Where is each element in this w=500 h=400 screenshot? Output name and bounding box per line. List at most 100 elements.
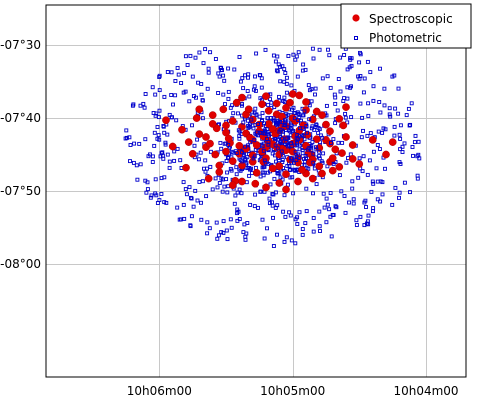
photometric-point [259,85,264,90]
photometric-point [220,189,225,194]
photometric-point [235,190,240,195]
photometric-point [234,172,239,177]
photometric-point [377,100,382,104]
photometric-point [358,74,363,78]
spectroscopic-point [215,168,224,176]
photometric-point [157,88,162,93]
photometric-point [226,96,231,101]
photometric-point [338,89,343,94]
spectroscopic-point [195,105,204,114]
photometric-point [181,180,186,185]
photometric-point [252,204,257,209]
photometric-point [251,126,256,131]
photometric-point [181,202,186,207]
photometric-point [269,100,274,105]
photometric-point [331,137,336,142]
photometric-point [375,143,380,147]
photometric-point [159,192,164,196]
photometric-point [349,63,354,68]
photometric-point [408,122,413,127]
photometric-point [408,190,412,195]
photometric-point [267,196,272,201]
photometric-point [283,214,288,219]
photometric-point [258,73,263,78]
spectroscopic-point [204,174,213,183]
photometric-point [333,101,338,106]
photometric-point [349,84,353,89]
photometric-point [369,189,374,194]
photometric-point [358,101,363,106]
y-tick-label: -08°00 [0,257,41,271]
photometric-point [307,145,312,150]
photometric-point [190,123,194,128]
photometric-point [311,56,316,61]
photometric-point [314,147,319,152]
photometric-point [187,99,192,104]
photometric-point [204,194,209,199]
photometric-point [153,92,158,97]
photometric-point [333,95,338,100]
spectroscopic-point [342,133,350,141]
photometric-point [172,158,177,163]
photometric-point [216,91,221,95]
photometric-point [128,143,133,147]
photometric-point [143,178,148,183]
photometric-point [311,191,315,196]
photometric-point [366,222,371,227]
spectroscopic-point [318,169,326,178]
photometric-point [203,47,208,52]
photometric-point [342,53,347,57]
photometric-point [265,116,270,121]
photometric-point [226,89,231,94]
photometric-point [326,47,330,52]
photometric-point [178,158,183,163]
photometric-point [293,57,298,62]
photometric-point [279,149,284,154]
photometric-point [416,139,421,144]
photometric-point [275,146,280,151]
y-axis-tick-labels: -07°30 -07°40 -07°50 -08°00 [0,38,41,271]
spectroscopic-point [308,115,317,124]
photometric-point [415,173,420,178]
photometric-point [357,156,362,161]
photometric-point [309,99,314,104]
photometric-point [135,177,140,182]
photometric-point [359,135,364,140]
photometric-point [252,84,257,89]
photometric-point [244,231,249,236]
photometric-point [382,103,387,108]
x-tick-label: 10h06m00 [127,384,192,398]
photometric-point [402,180,407,185]
photometric-point [246,72,251,77]
photometric-point [253,74,257,79]
photometric-point [210,187,215,192]
photometric-point [400,144,405,149]
photometric-point [295,143,300,148]
photometric-point [390,202,395,207]
photometric-point [294,158,299,163]
photometric-point [216,71,221,76]
photometric-point [410,145,415,149]
photometric-point [281,99,286,104]
photometric-point [256,205,260,210]
photometric-point [247,94,252,99]
photometric-point [278,120,283,124]
photometric-point [404,113,409,118]
photometric-point [277,129,282,134]
photometric-point [275,54,280,59]
photometric-point [396,86,401,91]
photometric-point [270,151,275,156]
photometric-point [313,124,318,129]
photometric-point [132,141,137,146]
photometric-point [183,187,188,192]
photometric-point [381,126,386,131]
photometric-point [232,67,237,72]
photometric-point [237,136,242,141]
photometric-point [320,135,325,140]
photometric-point [292,116,297,121]
photometric-point [301,133,306,138]
photometric-point [349,115,354,120]
photometric-point [297,126,302,131]
photometric-point [149,193,154,198]
photometric-point [234,151,239,156]
